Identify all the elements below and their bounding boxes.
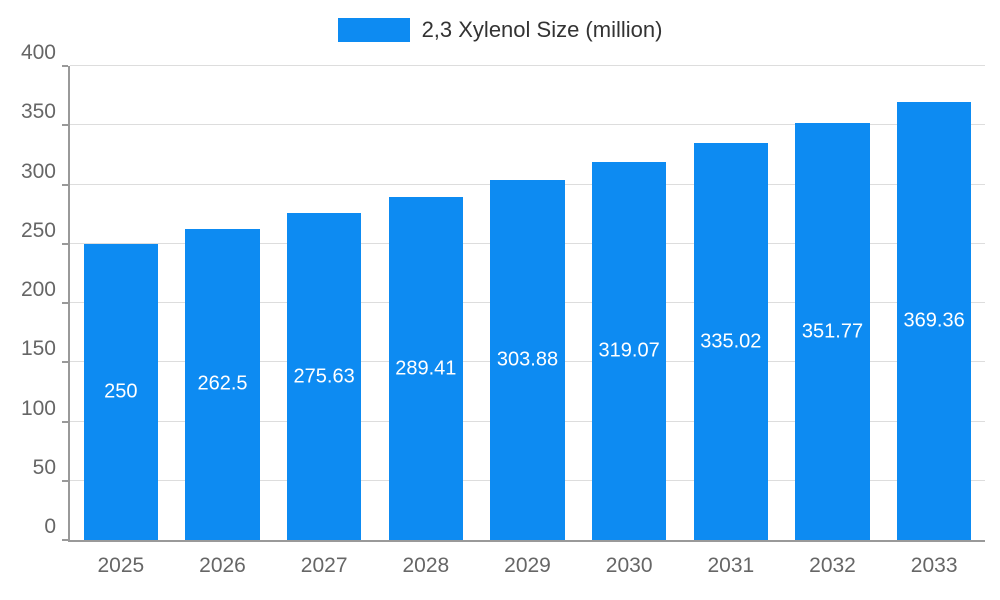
bar-2025: 250	[83, 243, 158, 540]
bar-value-label: 262.5	[197, 372, 248, 395]
y-axis-tick-label: 0	[44, 515, 56, 538]
bar-2033: 369.36	[897, 102, 972, 540]
y-tick-mark	[62, 479, 68, 482]
x-axis-tick-label: 2028	[402, 554, 450, 577]
x-axis-tick-label: 2025	[97, 554, 145, 577]
bar-2029: 303.88	[490, 179, 565, 540]
bar-2031: 335.02	[693, 143, 768, 540]
bar-value-label: 369.36	[903, 309, 965, 332]
y-tick-mark	[62, 539, 68, 541]
x-axis-tick-label: 2030	[605, 554, 653, 577]
chart-legend: 2,3 Xylenol Size (million)	[0, 18, 1000, 42]
bar-value-label: 289.41	[395, 357, 457, 380]
bar-value-label: 250	[104, 380, 138, 403]
y-axis-tick-label: 250	[20, 218, 56, 242]
gridline	[70, 124, 985, 126]
y-tick-mark	[62, 124, 68, 127]
y-tick-mark	[62, 302, 68, 304]
x-axis-tick-label: 2031	[707, 554, 755, 577]
y-axis-tick-label: 150	[20, 337, 56, 361]
legend-swatch-icon	[337, 18, 410, 42]
x-axis-tick-label: 2026	[199, 554, 246, 577]
y-tick-mark	[62, 183, 68, 186]
bar-2030: 319.07	[592, 161, 667, 540]
y-axis-tick-label: 200	[20, 278, 56, 301]
x-axis-tick-label: 2027	[300, 554, 348, 577]
bar-2026: 262.5	[185, 228, 260, 540]
bar-value-label: 335.02	[700, 330, 762, 352]
plot-area: 0 50 100 150 200 250 300 350 400 250 2025 262.5 2026…	[21, 41, 985, 577]
y-tick-mark	[62, 242, 68, 245]
bar-2027: 275.63	[287, 213, 362, 540]
bar-value-label: 351.77	[801, 320, 864, 343]
y-axis-tick-label: 400	[20, 41, 56, 64]
y-axis-tick-label: 50	[32, 455, 56, 479]
y-axis-tick-label: 350	[20, 100, 56, 124]
y-axis-tick-label: 100	[20, 396, 56, 420]
y-tick-mark	[62, 420, 68, 423]
bar-value-label: 303.88	[496, 348, 559, 371]
bar-value-label: 275.63	[293, 365, 355, 388]
bar-2032: 351.77	[795, 123, 870, 540]
bar-value-label: 319.07	[598, 339, 660, 362]
x-axis-tick-label: 2033	[910, 554, 958, 577]
y-axis-tick-label: 300	[20, 159, 56, 183]
gridline	[70, 65, 985, 66]
y-tick-mark	[62, 65, 68, 67]
x-axis-tick-label: 2032	[809, 554, 856, 577]
y-tick-mark	[62, 361, 68, 364]
legend-label: 2,3 Xylenol Size (million)	[421, 17, 663, 42]
bar-2028: 289.41	[388, 197, 463, 540]
x-axis-tick-label: 2029	[504, 554, 551, 577]
